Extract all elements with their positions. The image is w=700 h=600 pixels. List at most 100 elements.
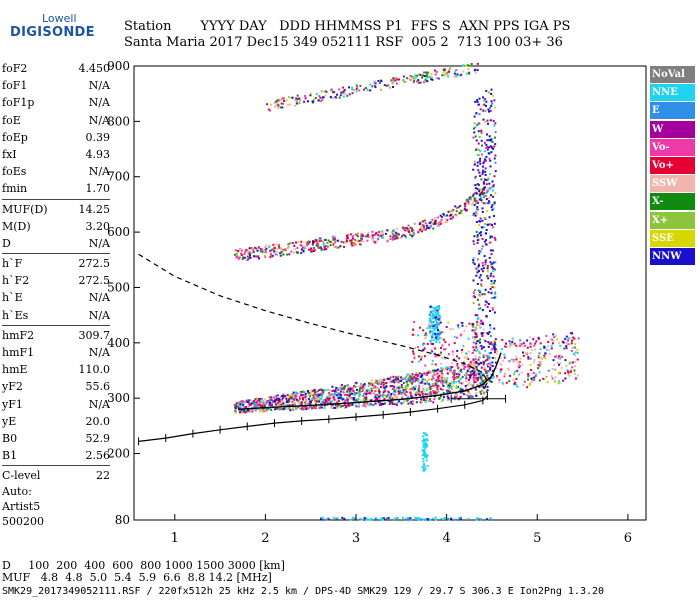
echo-first-hop (464, 365, 467, 368)
echo-bottom (368, 518, 371, 521)
echo-first-hop (413, 388, 415, 391)
echo-third-hop (275, 100, 278, 103)
echo-first-hop (445, 381, 448, 384)
echo-spread (530, 377, 533, 380)
echo-first-hop (450, 387, 453, 390)
echo-spread (488, 358, 491, 361)
station-header: Station YYYY DAY DDD HHMMSS P1 FFS S AXN… (124, 19, 570, 51)
param-label: M(D) (2, 219, 31, 233)
echo-first-hop (433, 392, 436, 395)
echo-vertical-streak (482, 323, 485, 326)
echo-vertical-streak (473, 263, 476, 266)
echo-second-hop (404, 226, 407, 229)
echo-first-hop (407, 374, 410, 377)
echo-second-hop (361, 235, 364, 238)
echo-vertical-streak (472, 323, 475, 326)
echo-first-hop (246, 401, 249, 403)
echo-first-hop (385, 382, 388, 384)
echo-vertical-streak (474, 326, 477, 329)
echo-second-hop (444, 215, 447, 217)
echo-second-hop (295, 241, 297, 244)
echo-spread (576, 348, 579, 351)
echo-second-hop (336, 247, 339, 249)
echo-spread (518, 365, 521, 368)
echo-first-hop (397, 378, 400, 380)
echo-first-hop (470, 373, 473, 376)
echo-vertical-streak (481, 153, 484, 156)
echo-spread (518, 366, 521, 369)
echo-vertical-streak (476, 100, 479, 103)
echo-first-hop (256, 400, 259, 403)
echo-third-hop (425, 74, 428, 77)
echo-vertical-streak (482, 99, 485, 102)
echo-first-hop (348, 393, 351, 395)
echo-first-hop (437, 376, 440, 379)
echo-vertical-streak (481, 144, 484, 147)
echo-bottom (322, 517, 325, 520)
echo-first-hop (465, 387, 468, 389)
echo-first-hop (368, 390, 371, 393)
y-tick-label: 600 (107, 225, 130, 239)
y-tick-label: 400 (107, 336, 130, 350)
echo-first-hop (411, 400, 414, 403)
echo-first-hop (284, 403, 287, 406)
echo-first-hop (346, 384, 349, 387)
echo-vertical-streak (476, 314, 479, 317)
autoscaling-info: Auto: Artist5 500200 (2, 484, 44, 529)
echo-first-hop (424, 399, 427, 402)
echo-first-hop (379, 383, 382, 386)
echo-first-hop (318, 389, 321, 391)
echo-spread (440, 331, 443, 334)
echo-second-hop (282, 253, 285, 256)
echo-spread (487, 364, 490, 367)
echo-spread (425, 380, 428, 383)
echo-spread (461, 348, 463, 351)
echo-low-nne (426, 464, 429, 467)
echo-first-hop (426, 397, 428, 400)
echo-first-hop (435, 386, 438, 389)
echo-second-hop (273, 249, 276, 252)
echo-vertical-streak (489, 324, 491, 327)
echo-second-hop (259, 250, 262, 253)
echo-third-hop (355, 88, 358, 90)
echo-third-hop (298, 97, 301, 100)
echo-first-hop (311, 407, 313, 410)
echo-spread (440, 367, 443, 370)
echo-second-hop (316, 244, 319, 247)
echo-first-hop (474, 387, 477, 390)
echo-third-hop (462, 64, 464, 67)
echo-vertical-streak (491, 189, 494, 192)
echo-first-hop (417, 378, 420, 381)
echo-second-hop (450, 210, 453, 213)
echo-second-hop (253, 255, 255, 258)
echo-third-hop (285, 99, 288, 102)
echo-vertical-streak (481, 226, 484, 229)
echo-spread (411, 374, 414, 377)
echo-vertical-streak (488, 110, 490, 113)
echo-spread (551, 368, 554, 370)
echo-first-hop (354, 392, 356, 395)
echo-spread (521, 345, 524, 348)
echo-second-hop (275, 243, 278, 246)
echo-vertical-streak (480, 322, 483, 325)
echo-vertical-streak (487, 303, 490, 305)
echo-bottom (406, 516, 409, 519)
echo-third-hop (366, 88, 369, 90)
echo-spread (574, 372, 576, 375)
echo-first-hop (466, 384, 469, 387)
echo-spread (552, 333, 555, 336)
echo-spread (512, 378, 515, 381)
echo-vertical-streak (477, 142, 480, 145)
echo-bottom (467, 517, 470, 520)
echo-vertical-streak (478, 363, 481, 366)
echo-first-hop (298, 407, 301, 410)
echo-first-hop (265, 409, 268, 412)
echo-third-hop (414, 77, 417, 79)
echo-spread (503, 353, 506, 356)
echo-second-hop (351, 243, 354, 246)
echo-spread (513, 382, 516, 385)
echo-second-hop (304, 247, 307, 250)
echo-first-hop (434, 382, 437, 384)
echo-spread (472, 360, 475, 363)
x-tick-label: 2 (261, 531, 269, 546)
